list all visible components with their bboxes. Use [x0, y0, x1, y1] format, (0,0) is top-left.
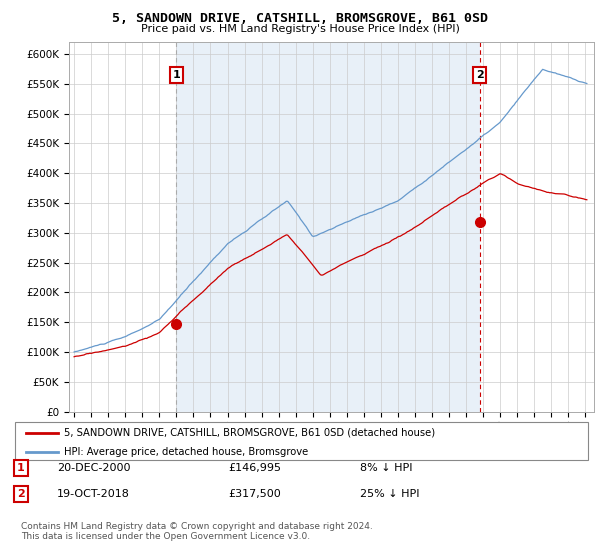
Text: 1: 1	[17, 463, 25, 473]
Text: 2: 2	[476, 70, 484, 80]
Text: 5, SANDOWN DRIVE, CATSHILL, BROMSGROVE, B61 0SD (detached house): 5, SANDOWN DRIVE, CATSHILL, BROMSGROVE, …	[64, 428, 435, 438]
Text: HPI: Average price, detached house, Bromsgrove: HPI: Average price, detached house, Brom…	[64, 447, 308, 457]
Text: 8% ↓ HPI: 8% ↓ HPI	[360, 463, 413, 473]
FancyBboxPatch shape	[15, 422, 588, 460]
Bar	[176, 42, 480, 412]
Text: 1: 1	[173, 70, 180, 80]
Text: £146,995: £146,995	[228, 463, 281, 473]
Text: 20-DEC-2000: 20-DEC-2000	[57, 463, 131, 473]
Text: Contains HM Land Registry data © Crown copyright and database right 2024.
This d: Contains HM Land Registry data © Crown c…	[21, 522, 373, 542]
Text: 25% ↓ HPI: 25% ↓ HPI	[360, 489, 419, 499]
Text: £317,500: £317,500	[228, 489, 281, 499]
Text: 2: 2	[17, 489, 25, 499]
Text: 19-OCT-2018: 19-OCT-2018	[57, 489, 130, 499]
Text: 5, SANDOWN DRIVE, CATSHILL, BROMSGROVE, B61 0SD: 5, SANDOWN DRIVE, CATSHILL, BROMSGROVE, …	[112, 12, 488, 25]
Text: Price paid vs. HM Land Registry's House Price Index (HPI): Price paid vs. HM Land Registry's House …	[140, 24, 460, 34]
